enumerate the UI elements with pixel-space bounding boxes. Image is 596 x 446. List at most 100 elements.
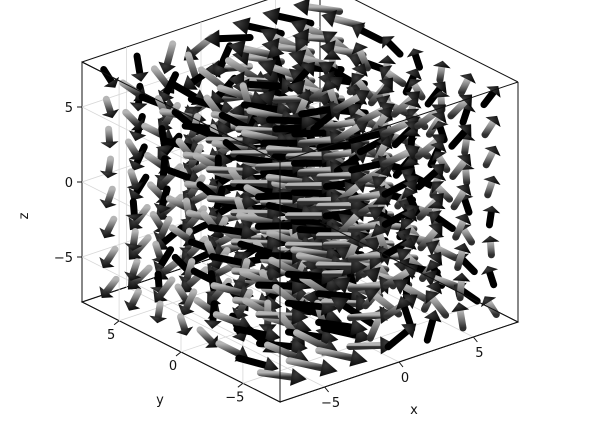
y-tick-label: −5 [225,390,244,405]
arrow-shaft [435,153,451,173]
arrow-head [431,111,447,124]
arrow-shaft [144,152,167,170]
vector-arrow [379,65,407,87]
arrow-shaft [381,178,412,198]
vector-arrow [178,288,198,316]
arrow-head [403,264,419,280]
vector-arrow [425,290,450,319]
vector-arrow [99,275,120,298]
arrow-head [332,276,351,294]
arrow-head [262,7,281,26]
arrow-head [319,359,338,377]
arrow-shaft [332,93,362,114]
arrow-shaft [171,253,191,273]
arrow-shaft [290,217,331,228]
arrow-head [290,368,307,386]
arrow-head [288,49,307,67]
x-tick-label: 5 [475,346,483,361]
arrow-shaft [337,212,360,237]
arrow-shaft [346,311,384,322]
vector-arrow [482,205,501,229]
vector-arrow [382,36,404,58]
arrow-head [216,120,234,139]
arrow-head [267,44,285,59]
vector-arrow [432,60,451,84]
arrow-shaft [285,151,326,161]
arrow-shaft [103,245,119,266]
arrow-head [425,290,440,305]
arrow-shaft [131,264,153,286]
arrow-head [371,223,389,238]
arrow-head [347,103,363,119]
arrow-shaft [485,298,500,318]
vector-arrow [417,222,443,252]
vector-arrow [332,89,370,114]
arrow-head [372,194,391,205]
arrow-shaft [316,202,355,210]
arrow-shaft [246,81,286,90]
vector-arrow [212,42,234,78]
arrow-shaft [459,256,478,276]
vector-arrow [125,138,144,161]
arrow-shaft [458,76,472,96]
arrow-head [402,294,418,310]
arrow-shaft [184,51,200,81]
arrow-shaft [297,136,335,147]
arrow-head [263,356,279,374]
arrow-head [377,106,393,121]
arrow-shaft [266,116,306,125]
arrow-shaft [125,138,140,158]
arrow-shaft [255,161,296,171]
vector-arrow [406,48,424,71]
vector-arrow [203,300,222,329]
arrow-head [401,187,418,200]
arrow-head [300,61,315,77]
vector-arrow [384,323,417,351]
arrow-shaft [456,307,467,332]
arrow-shaft [415,167,440,191]
vector-arrow [481,115,501,139]
arrow-shaft [193,297,217,315]
vector-arrow [351,42,371,72]
arrow-shaft [356,47,371,72]
arrow-head [399,237,417,250]
arrow-shaft [207,224,246,236]
vector-arrow [428,210,456,232]
arrow-shaft [154,300,164,321]
arrow-head [99,286,114,298]
arrow-shaft [383,69,407,87]
arrow-shaft [410,81,426,101]
arrow-head [428,222,443,237]
arrow-shaft [310,110,337,133]
arrow-shaft [482,148,497,169]
y-tick-mark [175,351,182,357]
arrow-shaft [122,108,141,128]
vector-arrow [153,185,172,214]
x-tick-mark [398,361,404,368]
arrow-head [128,149,144,161]
arrow-head [430,140,447,153]
arrow-head [124,271,142,281]
arrow-shaft [240,129,281,144]
vector-arrow [153,276,176,303]
arrow-head [266,265,284,284]
arrow-shaft [346,341,384,350]
arrow-head [295,36,311,53]
arrow-head [485,115,501,127]
vector-arrow [285,357,338,377]
arrow-head [382,36,395,49]
arrow-shaft [255,310,296,320]
arrow-shaft [291,129,330,138]
arrow-shaft [481,118,497,139]
arrow-shaft [212,311,244,327]
arrow-shaft [401,283,433,305]
arrow-head [428,170,447,181]
arrow-shaft [128,288,142,308]
arrow-head [458,94,473,108]
vector-arrow [256,368,307,386]
front-frame [81,0,519,403]
arrow-head [481,265,499,275]
arrow-shaft [433,214,456,232]
